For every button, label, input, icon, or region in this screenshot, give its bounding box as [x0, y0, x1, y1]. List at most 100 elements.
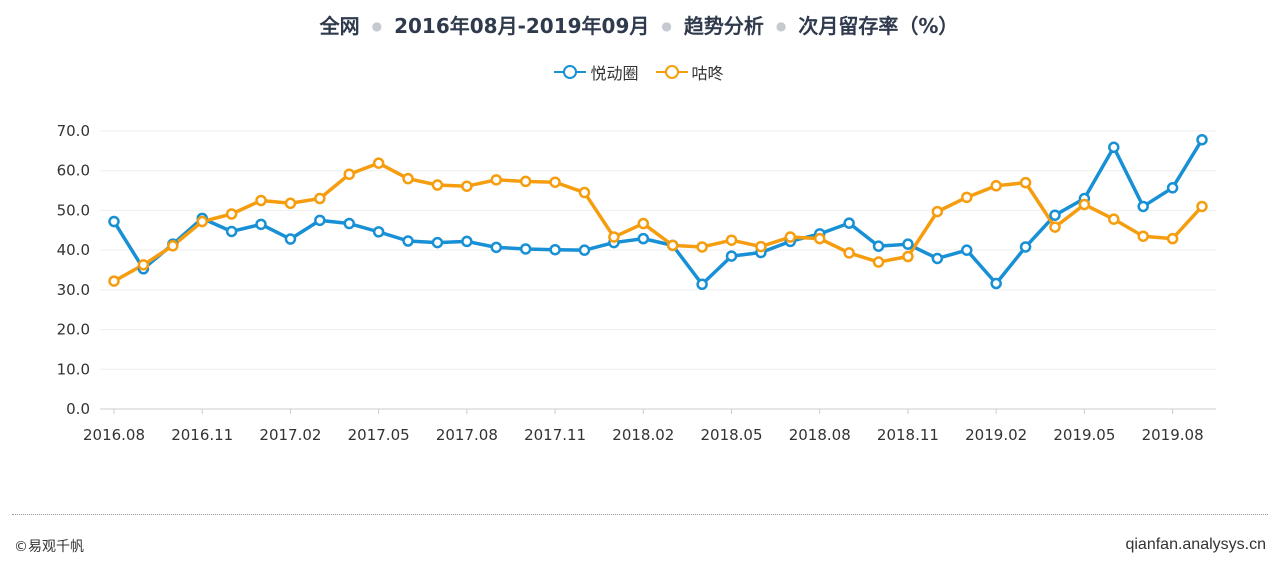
line-chart: 0.0 10.0 20.0 30.0 40.0 50.0 60.0 70.0 2016.08 20… — [57, 122, 1216, 444]
data-point-series-1[interactable] — [1137, 200, 1149, 213]
data-point-series-2[interactable] — [343, 168, 355, 181]
legend-marker-series-1 — [554, 65, 587, 79]
title-separator: ● — [661, 19, 672, 33]
data-point-series-1[interactable] — [402, 235, 414, 247]
data-point-series-2[interactable] — [167, 240, 179, 252]
data-point-series-1[interactable] — [872, 240, 885, 252]
data-point-series-2[interactable] — [608, 231, 620, 243]
data-point-series-1[interactable] — [343, 217, 355, 230]
data-point-series-1[interactable] — [725, 250, 738, 262]
data-point-series-1[interactable] — [990, 277, 1002, 290]
data-point-series-1[interactable] — [1019, 241, 1032, 253]
data-point-series-2[interactable] — [1137, 230, 1149, 242]
data-point-series-2[interactable] — [1166, 232, 1179, 245]
x-tick-label: 2017.08 — [436, 426, 498, 444]
data-point-series-1[interactable] — [549, 243, 561, 256]
data-point-series-2[interactable] — [755, 240, 767, 253]
data-point-series-2[interactable] — [990, 180, 1002, 192]
data-point-series-2[interactable] — [137, 259, 150, 271]
legend-marker-series-2 — [655, 65, 688, 79]
data-point-series-1[interactable] — [696, 278, 708, 291]
data-point-series-1[interactable] — [1196, 133, 1208, 146]
data-point-series-1[interactable] — [225, 225, 238, 238]
series-line-2 — [113, 161, 1204, 283]
y-tick-label: 0.0 — [66, 400, 90, 418]
data-point-series-2[interactable] — [519, 175, 532, 188]
y-tick-label: 30.0 — [57, 281, 90, 299]
title-scope: 全网 — [319, 14, 360, 38]
data-point-series-2[interactable] — [843, 247, 855, 259]
site-url: qianfan.analysys.cn — [1125, 536, 1266, 553]
data-point-series-2[interactable] — [666, 239, 679, 252]
x-tick-label: 2017.02 — [259, 426, 321, 444]
x-tick-label: 2019.02 — [965, 426, 1027, 444]
x-tick-label: 2016.11 — [171, 426, 233, 444]
data-point-series-1[interactable] — [255, 218, 267, 231]
data-point-series-1[interactable] — [961, 244, 973, 256]
title-analysis: 趋势分析 — [683, 14, 764, 38]
x-tick-label: 2019.05 — [1053, 426, 1115, 444]
data-point-series-2[interactable] — [108, 275, 120, 287]
data-point-series-2[interactable] — [225, 208, 238, 220]
data-point-series-2[interactable] — [284, 197, 297, 210]
data-point-series-2[interactable] — [1078, 198, 1091, 211]
x-tick-label: 2019.08 — [1142, 426, 1204, 444]
title-separator: ● — [775, 19, 787, 33]
data-point-series-2[interactable] — [549, 176, 561, 188]
data-point-series-1[interactable] — [108, 215, 120, 228]
data-point-series-1[interactable] — [637, 232, 650, 245]
data-point-series-2[interactable] — [725, 234, 738, 246]
x-tick-label: 2018.02 — [612, 426, 674, 444]
data-point-series-1[interactable] — [372, 226, 385, 238]
data-point-series-2[interactable] — [696, 241, 708, 253]
data-point-series-1[interactable] — [1108, 141, 1120, 154]
y-tick-label: 50.0 — [57, 201, 90, 219]
data-point-series-1[interactable] — [902, 238, 914, 250]
data-point-series-2[interactable] — [1108, 213, 1120, 225]
data-point-series-2[interactable] — [578, 186, 591, 199]
data-point-series-1[interactable] — [931, 252, 944, 265]
y-tick-label: 60.0 — [57, 162, 90, 180]
data-point-series-2[interactable] — [196, 215, 208, 228]
copyright-text: ©易观千帆 — [14, 539, 84, 555]
y-tick-label: 70.0 — [57, 122, 90, 140]
data-point-series-2[interactable] — [402, 172, 414, 185]
x-tick-label: 2016.08 — [83, 426, 145, 444]
data-point-series-2[interactable] — [255, 194, 267, 207]
title-metric: 次月留存率（%） — [798, 14, 959, 38]
data-point-series-1[interactable] — [1166, 182, 1179, 194]
data-point-series-2[interactable] — [784, 231, 797, 243]
data-point-series-2[interactable] — [431, 179, 444, 191]
legend-label-series-2: 咕咚 — [691, 64, 724, 83]
data-point-series-2[interactable] — [872, 256, 885, 268]
data-point-series-1[interactable] — [461, 235, 473, 248]
x-tick-label: 2017.05 — [348, 426, 410, 444]
data-point-series-2[interactable] — [961, 191, 973, 204]
data-point-series-2[interactable] — [1049, 221, 1061, 233]
legend-item-series-1[interactable]: 悦动圈 — [554, 60, 638, 84]
data-point-series-1[interactable] — [431, 236, 444, 249]
x-tick-label: 2017.11 — [524, 426, 586, 444]
data-point-series-1[interactable] — [1049, 209, 1061, 221]
data-point-series-2[interactable] — [490, 174, 503, 186]
data-point-series-2[interactable] — [637, 217, 650, 230]
data-point-series-1[interactable] — [843, 217, 855, 229]
y-tick-label: 20.0 — [57, 321, 90, 339]
data-point-series-1[interactable] — [519, 243, 532, 255]
data-point-series-2[interactable] — [372, 157, 385, 169]
data-point-series-2[interactable] — [902, 250, 914, 263]
data-point-series-2[interactable] — [314, 192, 326, 205]
data-point-series-2[interactable] — [931, 205, 944, 218]
data-point-series-2[interactable] — [813, 232, 826, 245]
data-point-series-1[interactable] — [314, 214, 326, 227]
legend-item-series-2[interactable]: 咕咚 — [655, 60, 724, 84]
x-tick-label: 2018.05 — [700, 426, 762, 444]
data-point-series-2[interactable] — [461, 180, 473, 192]
chart-title: 全网 ● 2016年08月-2019年09月 ● 趋势分析 ● 次月留存率（%） — [0, 10, 1278, 39]
data-point-series-1[interactable] — [284, 233, 297, 245]
data-point-series-1[interactable] — [490, 241, 503, 254]
data-point-series-2[interactable] — [1019, 176, 1032, 189]
data-point-series-1[interactable] — [578, 244, 591, 256]
data-point-series-2[interactable] — [1196, 200, 1208, 213]
y-tick-label: 10.0 — [57, 360, 90, 378]
